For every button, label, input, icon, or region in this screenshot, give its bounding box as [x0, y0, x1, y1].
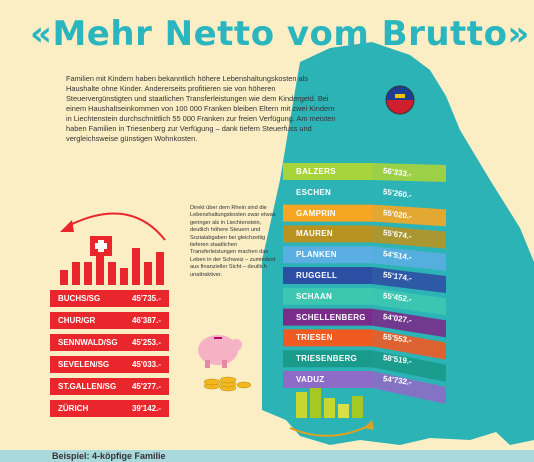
swiss-row: SEVELEN/SG 45'033.- [50, 356, 169, 373]
municipality-name: SCHELLENBERG [296, 312, 366, 322]
intro-text: Familien mit Kindern haben bekanntlich h… [66, 74, 336, 143]
swiss-arrow [69, 212, 166, 241]
coin-columns-icon [296, 386, 363, 418]
swiss-row: SENNWALD/SG 45'253.- [50, 334, 169, 351]
swiss-row-name: SEVELEN/SG [58, 360, 110, 369]
municipality-ribbon [283, 183, 446, 205]
swiss-row: BUCHS/SG 45'735.- [50, 290, 169, 307]
municipality-name: GAMPRIN [296, 208, 336, 218]
page-title: «Mehr Netto vom Brutto» [30, 14, 530, 54]
municipality-ribbon [283, 308, 446, 338]
piggy-bank-icon [198, 335, 242, 368]
municipality-ribbon [283, 287, 446, 316]
municipality-ribbon [283, 371, 446, 404]
municipality-name: TRIESENBERG [296, 354, 358, 364]
footer-text: Beispiel: 4-köpfige Familie [52, 451, 166, 461]
gold-arrow [289, 424, 371, 437]
footer-bar: Beispiel: 4-köpfige Familie [0, 450, 534, 462]
swiss-row-name: CHUR/GR [58, 316, 96, 325]
municipality-ribbon [283, 329, 446, 360]
municipality-ribbon [283, 246, 446, 271]
municipality-name: ESCHEN [296, 187, 332, 197]
coins-icon [203, 376, 252, 392]
swiss-row: ZÜRICH 39'142.- [50, 400, 169, 417]
municipality-ribbon [283, 350, 446, 382]
municipality-name: RUGGELL [296, 271, 338, 280]
swiss-row-name: BUCHS/SG [58, 294, 101, 303]
municipality-ribbon [283, 225, 446, 249]
municipality-name: BALZERS [296, 167, 336, 176]
swiss-row-name: ZÜRICH [58, 404, 89, 413]
municipality-ribbon [283, 163, 446, 182]
swiss-row-value: 39'142.- [131, 404, 161, 413]
municipality-name: MAUREN [296, 229, 333, 239]
swiss-note-text: Direkt über dem Rhein sind die Lebenshal… [190, 205, 276, 278]
swiss-row: CHUR/GR 46'387.- [50, 312, 169, 329]
municipality-name: SCHAAN [296, 291, 333, 301]
municipality-name: VADUZ [296, 375, 325, 384]
municipality-name: PLANKEN [296, 250, 337, 260]
swiss-row-name: ST.GALLEN/SG [58, 382, 117, 391]
municipality-name: TRIESEN [296, 333, 333, 343]
swiss-bars [60, 248, 164, 285]
municipality-ribbon [283, 204, 446, 227]
swiss-row-value: 45'253.- [131, 338, 161, 347]
swiss-row-value: 45'033.- [131, 360, 161, 369]
swiss-row-name: SENNWALD/SG [58, 338, 118, 347]
municipality-ribbon [283, 267, 446, 293]
swiss-row-value: 46'387.- [131, 316, 161, 325]
swiss-row-value: 45'735.- [131, 294, 161, 303]
swiss-row-value: 45'277.- [131, 382, 161, 391]
swiss-row: ST.GALLEN/SG 45'277.- [50, 378, 169, 395]
